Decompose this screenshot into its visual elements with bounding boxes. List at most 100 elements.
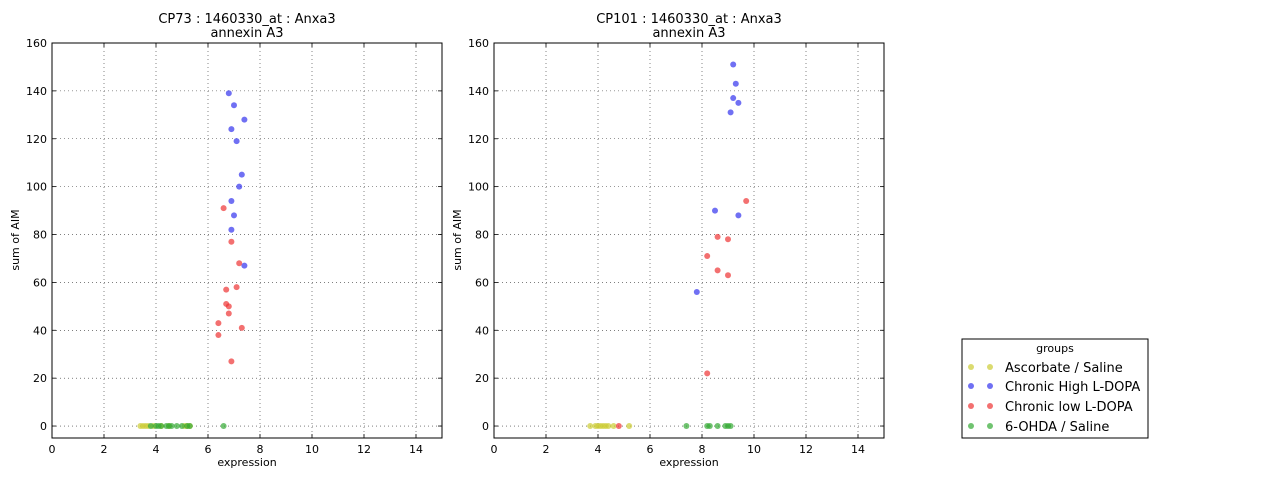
data-point-ohda: [683, 423, 690, 430]
y-axis-label: sum of AIM: [9, 209, 22, 270]
data-point-chronic_high: [735, 212, 742, 219]
legend-marker: [968, 423, 974, 429]
data-point-ohda: [158, 423, 165, 430]
x-tick-label: 14: [851, 443, 865, 456]
chart-title-line2: annexin A3: [652, 26, 725, 41]
x-axis-label: expression: [659, 456, 718, 469]
y-tick-label: 20: [475, 372, 489, 385]
y-tick-label: 100: [468, 181, 489, 194]
data-point-ohda: [706, 423, 713, 430]
legend-item-6-ohda: 6-OHDA / Saline: [968, 420, 1109, 435]
x-tick-label: 4: [595, 443, 602, 456]
x-tick-label: 6: [205, 443, 212, 456]
data-point-ohda: [727, 423, 734, 430]
legend-label: Ascorbate / Saline: [1005, 361, 1123, 376]
chart-title-line1: CP101 : 1460330_at : Anxa3: [596, 12, 782, 27]
x-tick-label: 0: [491, 443, 498, 456]
data-point-chronic_low: [714, 233, 721, 240]
data-point-chronic_low: [714, 267, 721, 274]
gridlines: [494, 43, 884, 438]
data-point-chronic_high: [241, 116, 248, 123]
data-point-ohda: [186, 423, 193, 430]
y-tick-label: 120: [26, 133, 47, 146]
scatter-panel-cp73: CP73 : 1460330_at : Anxa3 annexin A3 exp…: [9, 12, 443, 469]
x-tick-label: 6: [647, 443, 654, 456]
data-point-ohda: [168, 423, 175, 430]
data-point-chronic_low: [236, 260, 243, 267]
chart-title-line1: CP73 : 1460330_at : Anxa3: [158, 12, 335, 27]
data-point-ohda: [220, 423, 227, 430]
data-point-chronic_low: [223, 286, 230, 293]
data-point-ohda: [173, 423, 180, 430]
y-tick-label: 140: [26, 85, 47, 98]
x-axis-label: expression: [217, 456, 276, 469]
x-tick-label: 14: [409, 443, 423, 456]
legend-label: 6-OHDA / Saline: [1005, 420, 1109, 435]
x-tick-label: 8: [257, 443, 264, 456]
data-point-chronic_high: [236, 183, 243, 190]
legend-item-chronic-low: Chronic low L-DOPA: [968, 400, 1133, 415]
y-tick-label: 100: [26, 181, 47, 194]
data-points: [587, 61, 750, 430]
x-tick-label: 4: [153, 443, 160, 456]
plot-frame: [51, 42, 443, 439]
y-tick-label: 60: [33, 276, 47, 289]
scatter-panel-cp101: CP101 : 1460330_at : Anxa3 annexin A3 ex…: [451, 12, 885, 469]
data-point-ascorbate: [626, 423, 633, 430]
data-point-chronic_low: [704, 253, 711, 260]
data-point-chronic_high: [225, 90, 232, 97]
data-point-chronic_low: [725, 272, 731, 279]
legend-label: Chronic low L-DOPA: [1005, 400, 1133, 415]
y-tick-label: 0: [482, 420, 489, 433]
data-point-chronic_low: [615, 423, 622, 430]
data-point-chronic_high: [233, 138, 240, 145]
y-axis-label: sum of AIM: [451, 209, 464, 270]
data-point-chronic_low: [743, 198, 750, 204]
legend-marker: [968, 403, 974, 409]
data-point-ohda: [147, 423, 154, 430]
gridlines: [52, 43, 442, 438]
data-point-chronic_low: [225, 303, 232, 310]
data-point-chronic_low: [228, 238, 235, 245]
data-point-chronic_low: [215, 320, 222, 327]
data-point-chronic_high: [693, 288, 700, 295]
legend: groups Ascorbate / Saline Chronic High L…: [961, 338, 1149, 439]
data-point-chronic_low: [225, 310, 232, 317]
data-point-chronic_high: [732, 80, 739, 87]
data-point-chronic_high: [228, 198, 235, 204]
data-point-chronic_low: [220, 205, 227, 212]
data-point-chronic_high: [241, 262, 248, 269]
data-point-chronic_high: [238, 171, 245, 178]
legend-marker: [968, 383, 974, 389]
data-point-chronic_high: [228, 226, 235, 233]
data-point-chronic_high: [228, 126, 235, 133]
y-tick-label: 80: [33, 229, 47, 242]
x-tick-label: 2: [543, 443, 550, 456]
data-point-chronic_low: [233, 284, 240, 291]
legend-item-ascorbate: Ascorbate / Saline: [968, 361, 1123, 376]
data-point-chronic_high: [730, 95, 737, 102]
y-tick-label: 20: [33, 372, 47, 385]
data-point-chronic_low: [215, 332, 222, 339]
y-tick-label: 160: [26, 37, 47, 50]
data-point-chronic_high: [730, 61, 737, 68]
data-point-chronic_low: [228, 358, 235, 365]
legend-marker: [987, 423, 993, 429]
data-point-chronic_high: [712, 207, 718, 214]
x-tick-label: 2: [101, 443, 108, 456]
y-tick-label: 40: [33, 324, 47, 337]
y-tick-label: 80: [475, 229, 489, 242]
y-tick-label: 40: [475, 324, 489, 337]
legend-marker: [987, 403, 993, 409]
legend-frame: [961, 338, 1149, 439]
x-tick-label: 8: [699, 443, 706, 456]
y-tick-label: 0: [40, 420, 47, 433]
legend-title: groups: [1036, 342, 1074, 355]
data-point-chronic_low: [238, 324, 245, 331]
legend-label: Chronic High L-DOPA: [1005, 380, 1140, 395]
chart-title-line2: annexin A3: [210, 26, 283, 41]
data-point-chronic_high: [727, 109, 734, 116]
